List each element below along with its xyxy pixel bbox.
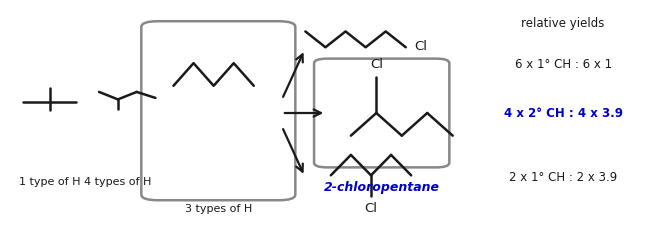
Text: 3 types of H: 3 types of H [185,203,252,213]
Text: 1 type of H: 1 type of H [19,176,81,186]
FancyBboxPatch shape [314,59,450,168]
Text: 6 x 1° CH : 6 x 1: 6 x 1° CH : 6 x 1 [515,57,612,70]
Text: 2-chloropentane: 2-chloropentane [323,180,440,193]
FancyBboxPatch shape [142,22,295,200]
Text: Cl: Cl [364,202,378,215]
Text: Cl: Cl [370,58,383,71]
Text: 4 types of H: 4 types of H [84,176,152,186]
Text: 4 x 2° CH : 4 x 3.9: 4 x 2° CH : 4 x 3.9 [504,107,623,120]
Text: Cl: Cl [415,39,427,52]
Text: 2 x 1° CH : 2 x 3.9: 2 x 1° CH : 2 x 3.9 [509,170,617,183]
Text: relative yields: relative yields [521,17,605,30]
